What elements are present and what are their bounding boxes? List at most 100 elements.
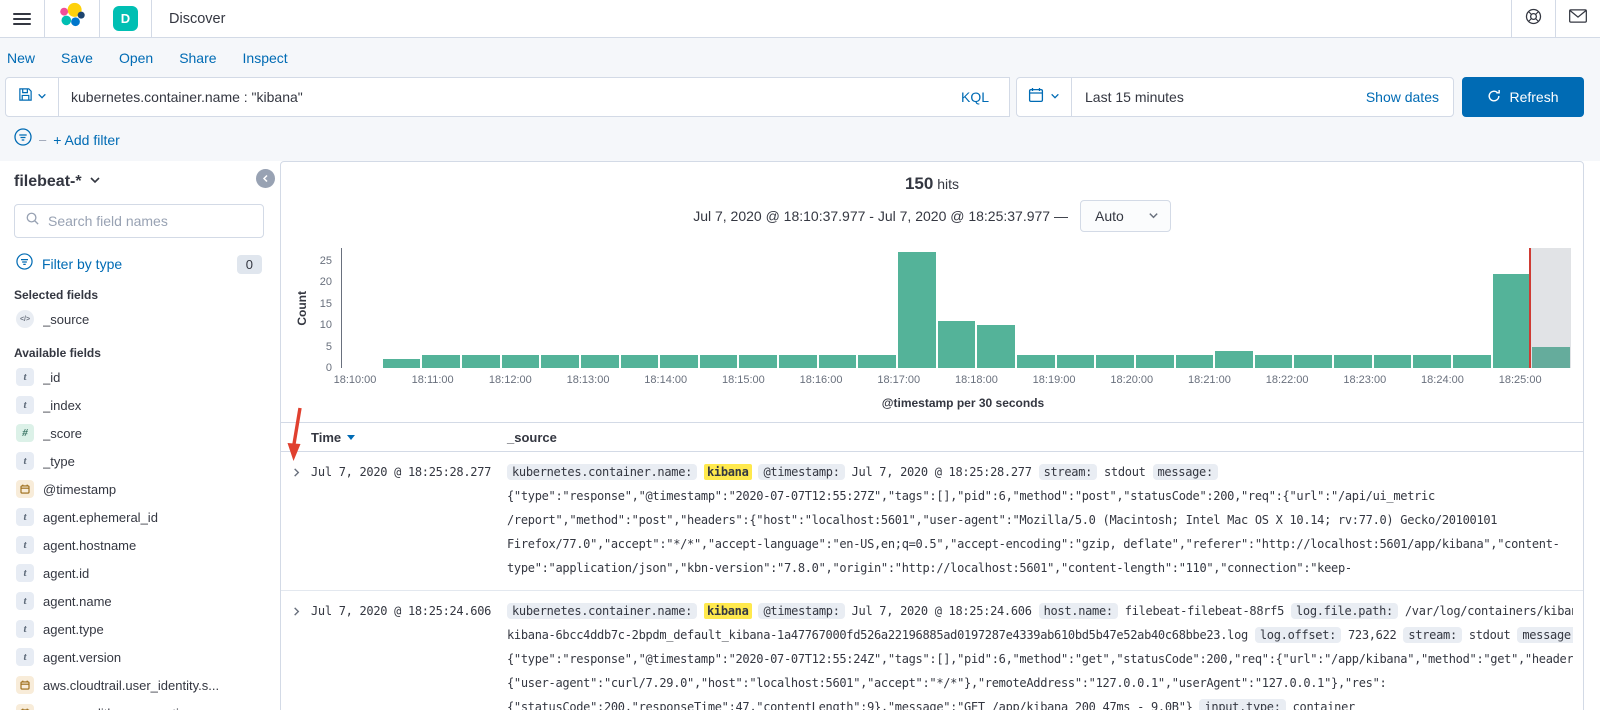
menu-segment[interactable]	[0, 0, 45, 37]
nav-link-inspect[interactable]: Inspect	[242, 50, 288, 66]
field-item[interactable]: aws.cloudtrail.user_identity.s...	[14, 671, 264, 699]
x-tick-label: 18:10:00	[333, 374, 377, 386]
histogram-bar[interactable]	[580, 355, 619, 368]
histogram-bar[interactable]	[1532, 346, 1570, 368]
histogram-bar[interactable]	[1254, 355, 1293, 368]
histogram-bar[interactable]	[977, 325, 1015, 368]
field-search-input[interactable]	[48, 213, 253, 229]
histogram-plot[interactable]	[341, 248, 1571, 368]
histogram-bar[interactable]	[541, 355, 579, 368]
filter-pill-placeholder: –	[39, 132, 47, 147]
sort-descending-icon[interactable]	[347, 434, 356, 440]
histogram-bar[interactable]	[1334, 355, 1372, 368]
documents-table: Time _source Jul 7, 2020 @ 18:25:28.277 …	[281, 422, 1583, 710]
histogram-bar[interactable]	[699, 355, 738, 368]
interval-select[interactable]: Auto	[1079, 200, 1171, 232]
query-text: kubernetes.container.name : "kibana"	[71, 89, 303, 105]
filter-icon	[16, 253, 33, 275]
histogram-bar[interactable]	[1135, 355, 1174, 368]
histogram-bar[interactable]	[739, 355, 778, 368]
filter-by-type-toggle[interactable]: Filter by type 0	[16, 253, 262, 275]
collapse-sidebar-button[interactable]	[256, 169, 275, 188]
time-column-header[interactable]: Time	[311, 429, 342, 445]
field-search-box[interactable]	[14, 204, 264, 238]
field-item[interactable]: t _type	[14, 447, 264, 475]
histogram-bar[interactable]	[898, 252, 936, 368]
discover-nav: New Save Open Share Inspect	[5, 43, 1584, 77]
search-query-input[interactable]: kubernetes.container.name : "kibana" KQL	[59, 77, 1010, 117]
nav-link-save[interactable]: Save	[61, 50, 93, 66]
histogram-bar[interactable]	[620, 355, 659, 368]
filter-icon[interactable]	[14, 128, 32, 151]
field-item[interactable]: t agent.version	[14, 643, 264, 671]
top-chrome-bar: D Discover	[0, 0, 1600, 38]
date-picker: Last 15 minutes Show dates	[1016, 77, 1454, 117]
field-item[interactable]: # _score	[14, 419, 264, 447]
histogram-bar[interactable]	[937, 320, 976, 368]
menu-icon[interactable]	[13, 10, 31, 28]
x-axis-title: @timestamp per 30 seconds	[881, 396, 1045, 410]
histogram-bar[interactable]	[1215, 350, 1253, 368]
refresh-button[interactable]: Refresh	[1462, 77, 1584, 117]
show-dates-link[interactable]: Show dates	[1365, 89, 1439, 105]
filter-count-badge: 0	[236, 254, 262, 274]
field-item[interactable]: azure.auditlogs.properties.ac...	[14, 699, 264, 710]
histogram-chart: Count 0 5 10 15 20 25 18:10:00 18:11:00 18:12:0…	[295, 248, 1571, 410]
histogram-bar[interactable]	[1453, 355, 1491, 368]
calendar-icon	[1028, 87, 1044, 108]
space-badge[interactable]: D	[113, 6, 138, 31]
field-item[interactable]: t agent.type	[14, 615, 264, 643]
help-icon[interactable]	[1525, 8, 1542, 30]
kql-language-button[interactable]: KQL	[960, 89, 989, 105]
histogram-bar[interactable]	[1373, 355, 1412, 368]
histogram-bar[interactable]	[1175, 355, 1214, 368]
space-segment[interactable]: D	[100, 0, 152, 37]
histogram-bar[interactable]	[1016, 355, 1055, 368]
mail-icon[interactable]	[1569, 9, 1587, 28]
histogram-bar[interactable]	[818, 355, 857, 368]
histogram-bar[interactable]	[660, 355, 698, 368]
field-item[interactable]: t _id	[14, 363, 264, 391]
highlighted-term: kibana	[703, 464, 752, 480]
field-badge: message:	[1152, 464, 1218, 480]
histogram-bar[interactable]	[382, 359, 421, 368]
histogram-bar[interactable]	[1413, 355, 1452, 368]
field-item[interactable]: </> _source	[14, 305, 264, 333]
index-pattern-switcher[interactable]: filebeat-*	[14, 173, 264, 191]
field-item[interactable]: t agent.ephemeral_id	[14, 503, 264, 531]
date-field-icon	[16, 480, 34, 498]
hits-count: 150	[904, 174, 934, 193]
add-filter-link[interactable]: + Add filter	[53, 131, 120, 148]
field-item[interactable]: t agent.id	[14, 559, 264, 587]
nav-link-open[interactable]: Open	[118, 50, 154, 66]
document-time: Jul 7, 2020 @ 18:25:28.277	[311, 465, 492, 479]
nav-link-share[interactable]: Share	[179, 50, 217, 66]
mail-segment[interactable]	[1555, 0, 1600, 37]
date-picker-calendar-button[interactable]	[1017, 78, 1072, 116]
time-range-value[interactable]: Last 15 minutes	[1085, 89, 1184, 105]
chevron-down-icon	[89, 173, 101, 191]
histogram-bar[interactable]	[1492, 273, 1531, 368]
available-fields-heading: Available fields	[14, 346, 101, 360]
histogram-bar[interactable]	[858, 355, 897, 368]
histogram-bar[interactable]	[1056, 355, 1095, 368]
query-chrome: New Save Open Share Inspect kubernetes.conta…	[0, 38, 1600, 161]
saved-query-button[interactable]	[5, 77, 59, 117]
logo-segment[interactable]	[45, 0, 100, 37]
refresh-icon	[1487, 89, 1501, 106]
expand-row-button[interactable]	[281, 460, 311, 580]
help-segment[interactable]	[1511, 0, 1555, 37]
field-item[interactable]: t agent.hostname	[14, 531, 264, 559]
histogram-bar[interactable]	[422, 355, 460, 368]
field-badge: log.offset:	[1254, 627, 1342, 643]
expand-row-button[interactable]	[281, 599, 311, 710]
nav-link-new[interactable]: New	[7, 50, 36, 66]
histogram-bar[interactable]	[501, 355, 540, 368]
histogram-bar[interactable]	[461, 355, 500, 368]
histogram-bar[interactable]	[1294, 355, 1333, 368]
field-item[interactable]: t _index	[14, 391, 264, 419]
histogram-bar[interactable]	[1096, 355, 1134, 368]
histogram-bar[interactable]	[779, 355, 817, 368]
field-item[interactable]: @timestamp	[14, 475, 264, 503]
field-item[interactable]: t agent.name	[14, 587, 264, 615]
